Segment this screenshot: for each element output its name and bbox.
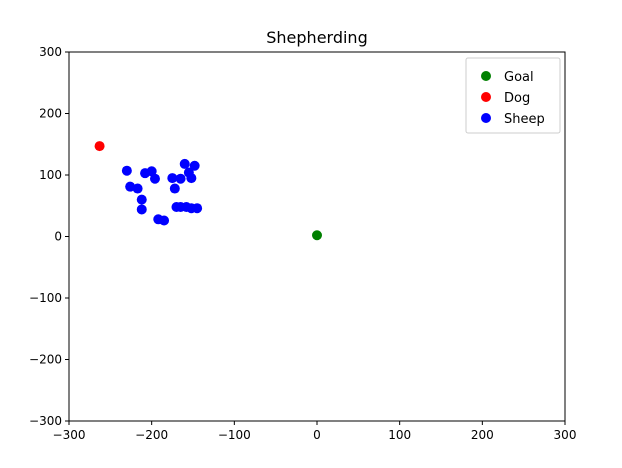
- y-axis: 300 200 100 0 −100 −200 −300: [29, 45, 69, 428]
- sheep-point: [149, 173, 160, 184]
- x-tick-label: 100: [388, 428, 411, 442]
- sheep-point: [136, 194, 147, 205]
- sheep-legend-marker: [481, 113, 491, 123]
- dog-legend-label: Dog: [504, 91, 530, 106]
- sheep-point: [132, 183, 143, 194]
- y-tick-label: −300: [29, 414, 62, 428]
- x-axis: −300 −200 −100 0 100 200 300: [53, 421, 577, 442]
- legend: Goal Dog Sheep: [465, 57, 561, 134]
- y-tick-label: 100: [39, 168, 62, 182]
- y-tick-label: −100: [29, 291, 62, 305]
- goal-legend-label: Goal: [504, 70, 534, 85]
- y-tick-label: 0: [54, 230, 62, 244]
- x-tick-label: −200: [135, 428, 168, 442]
- goal-point: [312, 230, 322, 241]
- y-tick-label: 200: [39, 107, 62, 121]
- sheep-point: [121, 165, 132, 176]
- sheep-point: [169, 183, 180, 194]
- y-tick-label: 300: [39, 45, 62, 59]
- x-tick-label: −300: [53, 428, 86, 442]
- y-tick-label: −200: [29, 353, 62, 367]
- goal-legend-marker: [481, 71, 491, 81]
- sheep-point: [175, 173, 186, 184]
- sheep-point: [136, 204, 147, 215]
- x-tick-label: 0: [313, 428, 321, 442]
- sheep-point: [179, 158, 190, 169]
- data-points: [94, 141, 322, 241]
- x-tick-label: 200: [471, 428, 494, 442]
- sheep-point: [189, 160, 200, 171]
- dog-legend-marker: [481, 92, 491, 102]
- chart-title: Shepherding: [266, 28, 367, 47]
- x-tick-label: −100: [218, 428, 251, 442]
- sheep-point: [186, 173, 197, 184]
- dog-point: [94, 141, 105, 152]
- sheep-legend-label: Sheep: [504, 112, 545, 127]
- sheep-point: [159, 215, 170, 226]
- sheep-point: [167, 173, 178, 184]
- sheep-point: [192, 203, 203, 214]
- x-tick-label: 300: [554, 428, 577, 442]
